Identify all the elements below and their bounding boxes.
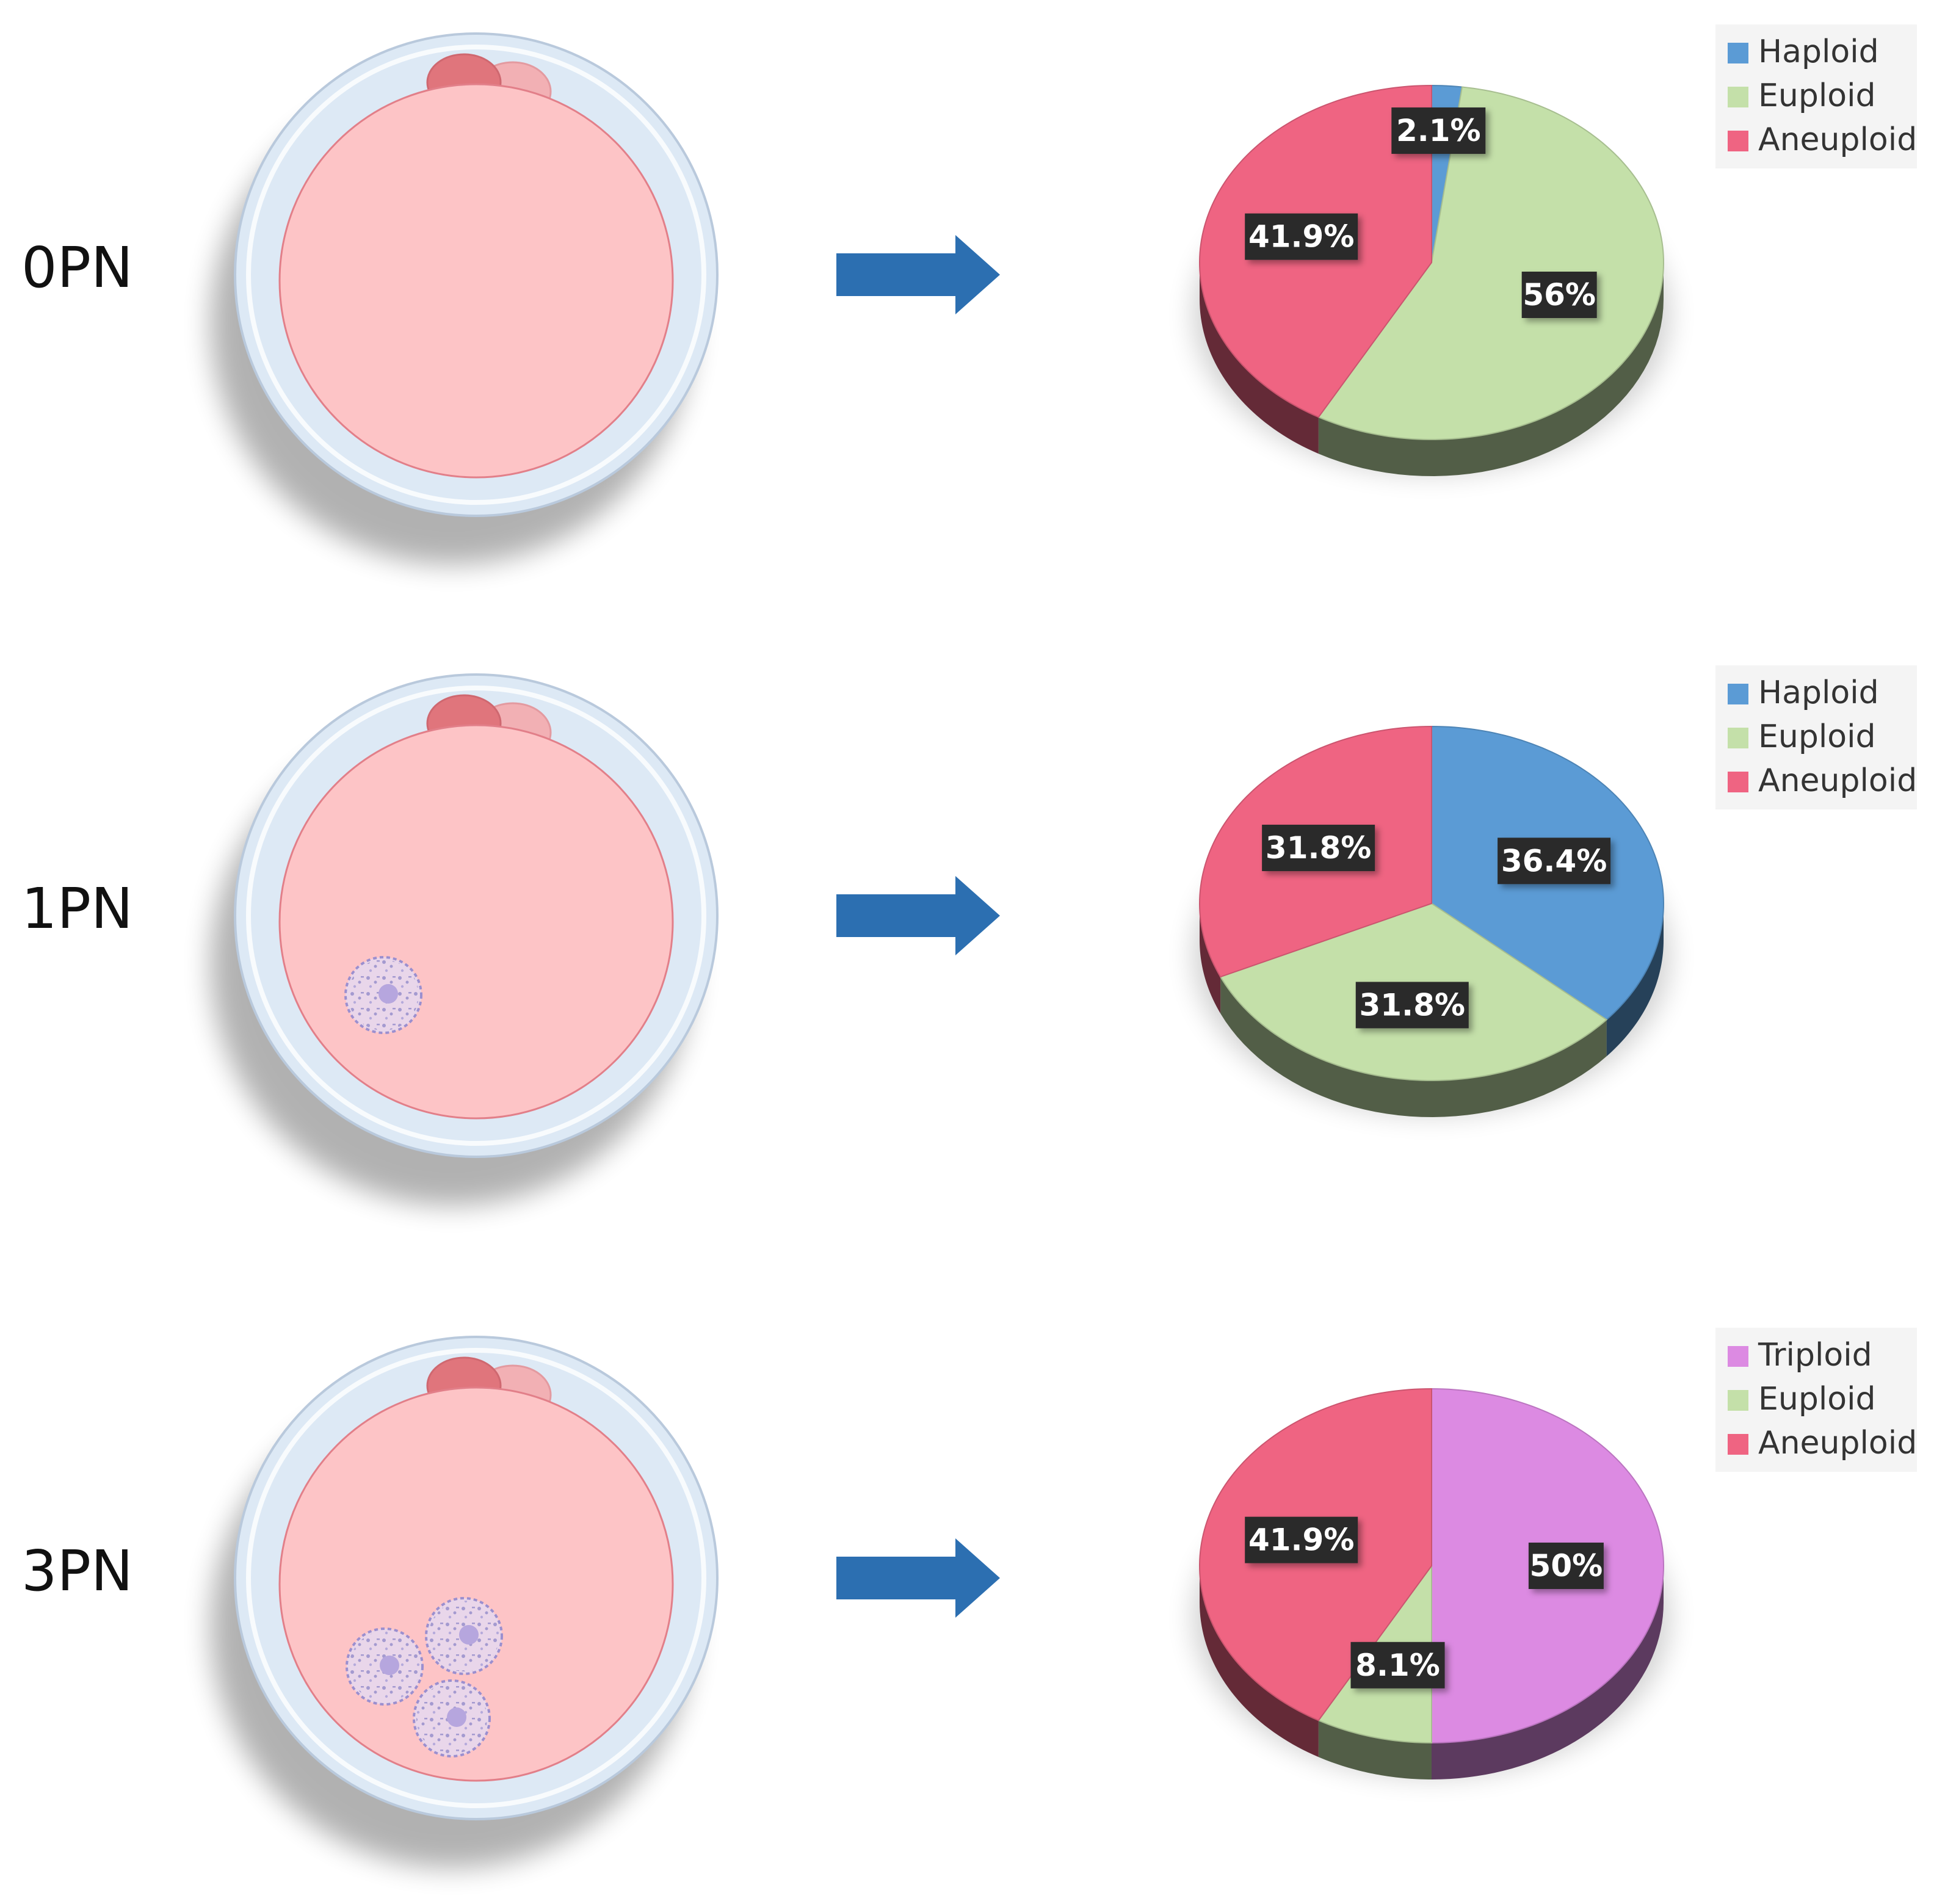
data-label-text: 56%: [1523, 277, 1596, 313]
legend-entry-triploid: Triploid: [1758, 1337, 1872, 1374]
arrow: [836, 1538, 1000, 1618]
nucleolus: [459, 1625, 479, 1645]
pie-side-aneuploid: [1200, 1566, 1319, 1757]
pie-side-aneuploid: [1200, 903, 1221, 1014]
stage-label: 0PN: [21, 235, 133, 300]
pie-side-euploid: [1220, 977, 1607, 1117]
data-label: 50%: [1528, 1543, 1604, 1589]
data-label-text: 2.1%: [1396, 113, 1481, 148]
pronucleus: [346, 1627, 424, 1706]
legend-swatch-aneuploid: [1728, 1434, 1748, 1455]
pronucleus: [413, 1679, 491, 1757]
pronucleus: [425, 1597, 503, 1675]
legend-entry-aneuploid: Aneuploid: [1758, 121, 1917, 158]
legend-entry-euploid: Euploid: [1758, 78, 1876, 114]
legend-entry-haploid: Haploid: [1758, 675, 1879, 711]
legend-background: [1715, 24, 1917, 168]
zona-highlight: [246, 1348, 706, 1808]
data-label-box: [1521, 271, 1597, 318]
data-label: 2.1%: [1391, 107, 1486, 154]
pie-side-euploid: [1318, 262, 1664, 476]
pronucleus: [344, 956, 422, 1034]
data-label: 31.8%: [1355, 982, 1469, 1029]
data-label-text: 31.8%: [1360, 987, 1465, 1023]
data-label-box: [1528, 1543, 1604, 1589]
data-label: 56%: [1521, 271, 1597, 318]
data-label-box: [1498, 838, 1611, 885]
legend: Haploid Euploid Aneuploid: [1715, 24, 1917, 168]
data-label-text: 50%: [1530, 1548, 1603, 1584]
data-label-box: [1355, 982, 1469, 1029]
pie-slice-euploid: [1317, 86, 1664, 440]
arrow: [836, 235, 1000, 314]
stage-row-3pn: 3PN 50% 8.1% 41.9% Triploid Euploid Aneuploid: [21, 1328, 1917, 1868]
pie-chart: 2.1% 56% 41.9% Haploid Euploid Aneuploid: [1193, 24, 1917, 476]
data-label-box: [1391, 107, 1486, 154]
nucleolus: [378, 984, 398, 1004]
stage-row-1pn: 1PN 36.4% 31.8% 31.8% Haploid Euploid Aneuploi…: [21, 665, 1917, 1206]
data-label: 41.9%: [1245, 213, 1358, 260]
legend-swatch-haploid: [1728, 43, 1748, 63]
data-label: 36.4%: [1498, 838, 1611, 885]
data-label-text: 36.4%: [1501, 843, 1607, 878]
stage-label: 1PN: [21, 876, 133, 941]
stage-row-0pn: 0PN 2.1% 56% 41.9% Haploid Euploid Aneuploid: [21, 24, 1917, 565]
data-label-box: [1245, 213, 1358, 260]
arrow-icon: [836, 876, 1000, 955]
zygote-illustration: [211, 673, 719, 1206]
legend-entry-haploid: Haploid: [1758, 34, 1879, 70]
ooplasm: [278, 83, 674, 479]
zona-highlight: [246, 686, 706, 1146]
legend-swatch-triploid: [1728, 1346, 1748, 1367]
legend-swatch-euploid: [1728, 1390, 1748, 1411]
zygote-illustration: [211, 1336, 719, 1868]
legend-swatch-aneuploid: [1728, 131, 1748, 151]
arrow-icon: [836, 235, 1000, 314]
data-label: 41.9%: [1245, 1516, 1358, 1563]
legend-swatch-euploid: [1728, 728, 1748, 748]
data-label-box: [1262, 824, 1375, 871]
legend-entry-aneuploid: Aneuploid: [1758, 762, 1917, 799]
zygote-illustration: [211, 32, 719, 565]
pie-chart: 50% 8.1% 41.9% Triploid Euploid Aneuploid: [1193, 1328, 1917, 1779]
data-label-text: 31.8%: [1266, 830, 1371, 866]
arrow: [836, 876, 1000, 955]
data-label: 8.1%: [1350, 1642, 1445, 1689]
nucleolus: [447, 1707, 466, 1727]
pie-side-aneuploid: [1200, 262, 1319, 454]
data-label: 31.8%: [1262, 824, 1375, 871]
legend-background: [1715, 665, 1917, 809]
legend: Triploid Euploid Aneuploid: [1715, 1328, 1917, 1472]
pie-side-haploid: [1606, 903, 1664, 1057]
zona-highlight: [246, 45, 706, 505]
legend-entry-euploid: Euploid: [1758, 719, 1876, 755]
data-label-text: 41.9%: [1248, 219, 1354, 255]
legend-swatch-euploid: [1728, 87, 1748, 107]
legend-entry-aneuploid: Aneuploid: [1758, 1425, 1917, 1461]
pie-chart: 36.4% 31.8% 31.8% Haploid Euploid Aneuploid: [1193, 665, 1917, 1117]
legend: Haploid Euploid Aneuploid: [1715, 665, 1917, 809]
legend-swatch-haploid: [1728, 684, 1748, 704]
legend-entry-euploid: Euploid: [1758, 1381, 1876, 1417]
nucleolus: [380, 1656, 399, 1675]
legend-swatch-aneuploid: [1728, 772, 1748, 792]
data-label-box: [1245, 1516, 1358, 1563]
pie-side-euploid: [1318, 1720, 1432, 1779]
data-label-box: [1350, 1642, 1445, 1689]
data-label-text: 41.9%: [1248, 1522, 1354, 1558]
ooplasm: [278, 724, 674, 1120]
arrow-icon: [836, 1538, 1000, 1618]
stage-label: 3PN: [21, 1538, 133, 1604]
legend-background: [1715, 1328, 1917, 1472]
data-label-text: 8.1%: [1355, 1648, 1440, 1683]
